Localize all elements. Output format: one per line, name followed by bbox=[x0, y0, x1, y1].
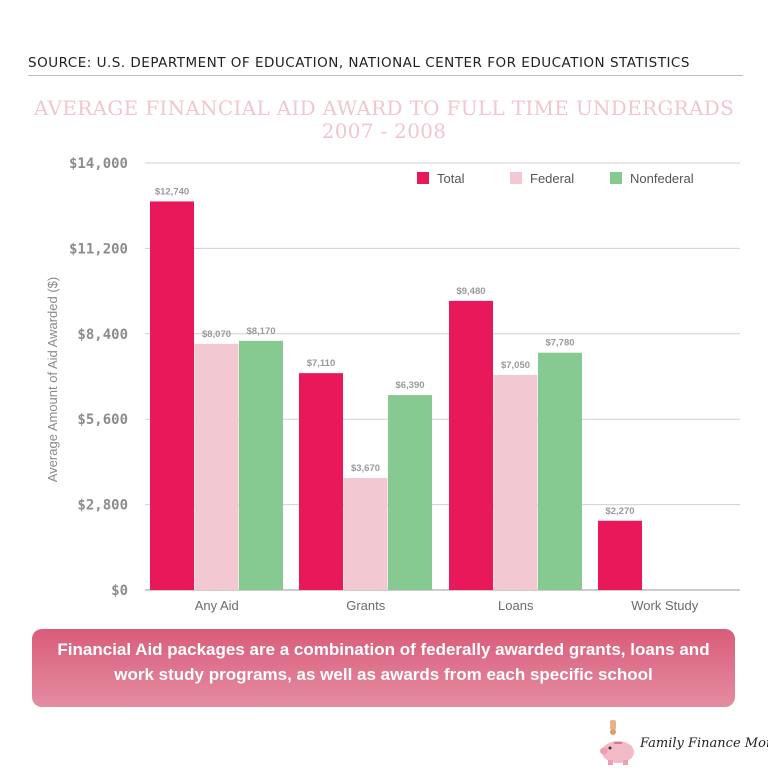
legend-label-federal: Federal bbox=[530, 171, 574, 186]
data-label: $2,270 bbox=[605, 506, 634, 517]
x-tick-label: Grants bbox=[346, 598, 386, 613]
y-tick-label: $8,400 bbox=[77, 327, 128, 343]
y-axis-label: Average Amount of Aid Awarded ($) bbox=[45, 277, 60, 483]
bar-total-loans bbox=[449, 300, 493, 590]
legend-label-nonfederal: Nonfederal bbox=[630, 171, 694, 186]
bar-nonfederal-loans bbox=[538, 352, 582, 590]
data-label: $8,170 bbox=[246, 326, 275, 337]
brand-name: Family Finance Mom bbox=[640, 736, 768, 751]
y-tick-label: $2,800 bbox=[77, 498, 128, 514]
legend-swatch-nonfederal bbox=[610, 172, 622, 184]
x-tick-label: Any Aid bbox=[195, 598, 239, 613]
y-tick-label: $11,200 bbox=[69, 241, 128, 257]
bar-total-grants bbox=[299, 373, 343, 590]
y-tick-label: $14,000 bbox=[69, 156, 128, 172]
info-banner: Financial Aid packages are a combination… bbox=[32, 629, 735, 707]
data-label: $7,780 bbox=[545, 338, 574, 349]
y-tick-label: $5,600 bbox=[77, 412, 128, 428]
data-label: $12,740 bbox=[155, 186, 189, 197]
bar-chart: $0 $2,800 $5,600 $8,400 $11,200 $14,000 Averag… bbox=[45, 156, 740, 613]
legend-swatch-federal bbox=[510, 172, 522, 184]
x-tick-label: Loans bbox=[498, 598, 534, 613]
legend-label-total: Total bbox=[437, 171, 465, 186]
brand-logo: Family Finance Mom bbox=[596, 718, 768, 766]
bar-federal-grants bbox=[343, 478, 388, 590]
chart-title: AVERAGE FINANCIAL AID AWARD TO FULL TIME… bbox=[33, 96, 735, 120]
data-label: $3,670 bbox=[351, 463, 380, 474]
bar-nonfederal-any-aid bbox=[239, 340, 283, 590]
bar-federal-any-aid bbox=[194, 343, 239, 590]
bar-federal-loans bbox=[493, 374, 538, 590]
y-tick-label: $0 bbox=[111, 583, 128, 599]
legend-swatch-total bbox=[417, 172, 429, 184]
data-label: $7,110 bbox=[307, 358, 336, 369]
source-divider bbox=[28, 75, 743, 76]
data-label: $8,070 bbox=[202, 329, 231, 340]
data-label: $6,390 bbox=[395, 380, 424, 391]
x-tick-label: Work Study bbox=[631, 598, 698, 613]
chart-subtitle: 2007 - 2008 bbox=[321, 119, 447, 143]
data-label: $9,480 bbox=[456, 286, 485, 297]
bar-total-any-aid bbox=[150, 201, 194, 590]
data-label: $7,050 bbox=[501, 360, 530, 371]
piggy-bank-icon bbox=[600, 720, 634, 765]
bar-total-work-study bbox=[598, 520, 642, 590]
bar-nonfederal-grants bbox=[388, 395, 432, 590]
source-note: SOURCE: U.S. DEPARTMENT OF EDUCATION, NA… bbox=[28, 55, 690, 71]
